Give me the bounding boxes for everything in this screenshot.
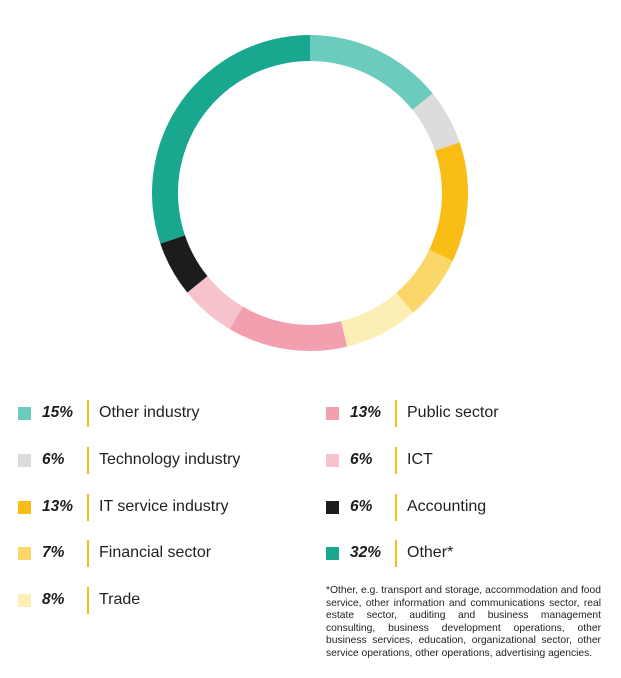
donut-slice-ict [187,276,243,330]
legend-label: Financial sector [99,544,212,561]
legend-percent: 8% [42,591,65,608]
legend-percent: 7% [42,544,65,561]
legend-divider [395,446,397,474]
donut-slice-trade [341,292,414,347]
donut-slice-technology-industry [412,93,460,151]
legend-divider [87,399,89,427]
legend-divider [395,399,397,427]
legend-percent: 13% [350,404,382,421]
legend-divider [87,493,89,521]
legend-swatch [18,406,31,420]
legend-swatch [326,453,339,467]
legend-swatch [18,500,31,514]
legend-label: ICT [407,451,433,468]
donut-slice-public-sector [229,306,348,352]
legend-label: IT service industry [99,498,229,515]
footnote: *Other, e.g. transport and storage, acco… [326,585,601,659]
donut-slice-accounting [160,235,208,293]
legend-divider [87,446,89,474]
legend-percent: 13% [42,498,74,515]
legend-swatch [326,406,339,420]
donut-chart [152,35,468,352]
legend-swatch [326,500,339,514]
legend-percent: 6% [350,451,373,468]
legend-label: Accounting [407,498,487,515]
legend-item-public-sector: 13% Public sector [326,398,499,428]
legend-divider [395,493,397,521]
legend-divider [395,539,397,567]
legend-label: Other* [407,544,454,561]
legend-divider [87,539,89,567]
legend-percent: 6% [350,498,373,515]
legend-swatch [18,453,31,467]
legend-item-financial-sector: 7% Financial sector [18,538,211,568]
legend-item-technology-industry: 6% Technology industry [18,445,240,475]
legend-item-ict: 6% ICT [326,445,433,475]
legend-label: Technology industry [99,451,241,468]
donut-slice-other [152,35,310,244]
legend-swatch [18,593,31,607]
legend-item-trade: 8% Trade [18,585,140,615]
donut-slice-other-industry [310,35,433,110]
legend-item-it-service-industry: 13% IT service industry [18,492,229,522]
legend-item-other-industry: 15% Other industry [18,398,199,428]
legend-divider [87,586,89,614]
legend-label: Trade [99,591,141,608]
legend-item-other: 32% Other* [326,538,453,568]
legend-label: Other industry [99,404,200,421]
legend-percent: 6% [42,451,65,468]
donut-slice-it-service-industry [429,142,468,261]
legend-swatch [326,546,339,560]
donut-slice-financial-sector [396,249,453,313]
legend-percent: 32% [350,544,382,561]
legend-item-accounting: 6% Accounting [326,492,486,522]
legend-percent: 15% [42,404,74,421]
legend-label: Public sector [407,404,499,421]
legend-swatch [18,546,31,560]
